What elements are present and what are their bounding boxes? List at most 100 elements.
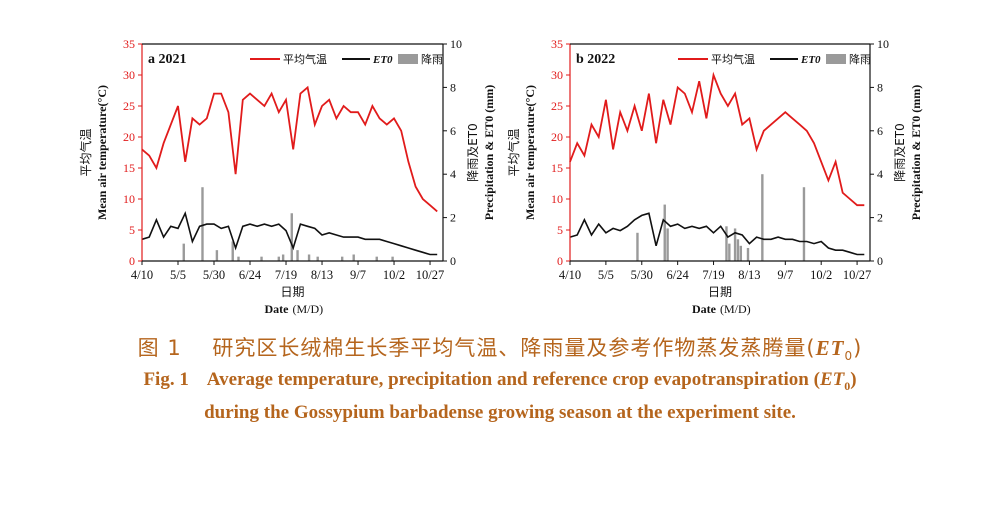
y-axis-left-label-cn: 平均气温 <box>78 128 93 176</box>
rain-bar <box>307 254 311 261</box>
right-tick-label: 2 <box>450 211 456 225</box>
right-tick-label: 8 <box>877 80 883 94</box>
rain-bar <box>739 245 743 261</box>
left-tick-label: 30 <box>551 68 563 82</box>
chart-panel-1: 0 5 10 15 20 25 30 35 0 2 4 6 8 10 4/10 5/5 5/30 6/24 7/19… <box>78 37 496 316</box>
left-tick-label: 0 <box>557 254 563 268</box>
chart-panel-2: 0 5 10 15 20 25 30 35 0 2 4 6 8 10 4/10 5/5 5/30 6/24 7/19… <box>506 37 923 316</box>
x-tick-label: 5/30 <box>631 268 653 282</box>
rain-bar <box>260 256 263 261</box>
et0-line <box>569 212 865 256</box>
legend-et0-label: ET0 <box>372 54 393 66</box>
right-tick-label: 2 <box>877 211 883 225</box>
caption-cn-paren-close: ) <box>853 336 863 360</box>
right-tick-label: 4 <box>450 167 456 181</box>
rain-bar <box>666 228 669 261</box>
rain-bar <box>316 256 319 261</box>
legend-temperature-label: 平均气温 <box>711 52 755 66</box>
rain-bar <box>352 254 355 261</box>
rain-bar <box>761 174 764 261</box>
x-tick-label: 9/7 <box>350 268 366 282</box>
left-tick-label: 20 <box>123 130 135 144</box>
left-tick-label: 35 <box>123 37 135 51</box>
rain-bar <box>296 250 299 261</box>
x-tick-label: 6/24 <box>667 268 690 282</box>
legend-rain-label: 降雨 <box>849 52 871 66</box>
right-tick-label: 10 <box>450 37 462 51</box>
rain-bar <box>182 243 185 261</box>
legend-rain-swatch <box>398 54 418 64</box>
legend-rain-label: 降雨 <box>421 52 443 66</box>
x-tick-label: 5/30 <box>203 268 225 282</box>
left-tick-label: 5 <box>557 223 563 237</box>
x-tick-label: 5/5 <box>598 268 614 282</box>
rain-bar <box>391 256 394 261</box>
y-axis-left-label-en: Mean air temperature(°C) <box>523 85 537 220</box>
x-tick-label: 8/13 <box>738 268 760 282</box>
rain-bar <box>663 204 666 261</box>
legend-rain-swatch <box>826 54 846 64</box>
x-axis-label-en: Date <box>265 302 290 316</box>
rain-bar <box>636 232 639 261</box>
rain-bar <box>201 187 204 261</box>
rain-bar <box>375 256 378 261</box>
right-tick-label: 6 <box>877 124 883 138</box>
caption-cn-subscript: 0 <box>844 349 854 364</box>
panel-label: a 2021 <box>148 52 187 67</box>
caption-cn-paren-open: ( <box>806 336 816 360</box>
caption-en-close: ) <box>850 369 857 390</box>
rain-bar <box>802 187 806 261</box>
right-tick-label: 10 <box>877 37 889 51</box>
temperature-line <box>569 71 865 207</box>
temperature-line <box>141 85 438 213</box>
x-tick-label: 6/24 <box>239 268 262 282</box>
y-axis-right-label-en: Precipitation & ET0 (mm) <box>482 85 496 220</box>
x-tick-label: 7/19 <box>702 268 724 282</box>
rain-bar <box>281 254 285 261</box>
right-tick-label: 0 <box>877 254 883 268</box>
legend-et0-label: ET0 <box>800 54 821 66</box>
left-tick-label: 25 <box>551 99 563 113</box>
left-tick-label: 20 <box>551 130 563 144</box>
rain-bar <box>728 243 731 261</box>
rain-bar <box>736 239 740 261</box>
x-tick-label: 10/27 <box>843 268 871 282</box>
x-axis-label-unit: (M/D) <box>720 302 751 316</box>
x-axis-label-unit: (M/D) <box>293 302 324 316</box>
rain-bar <box>237 256 240 261</box>
x-tick-label: 10/2 <box>810 268 832 282</box>
left-tick-label: 5 <box>129 223 135 237</box>
y-axis-right-label-cn: 降雨及ET0 <box>893 123 907 182</box>
left-tick-label: 25 <box>123 99 135 113</box>
left-tick-label: 10 <box>551 192 563 206</box>
right-tick-label: 4 <box>877 167 883 181</box>
caption-en-text: Average temperature, precipitation and r… <box>206 369 820 390</box>
rain-bar <box>746 247 750 261</box>
rain-bar <box>231 241 234 261</box>
caption-english-line2: during the Gossypium barbadense growing … <box>0 402 1000 424</box>
x-tick-label: 10/27 <box>416 268 444 282</box>
x-tick-label: 10/2 <box>383 268 405 282</box>
x-tick-label: 9/7 <box>777 268 793 282</box>
panel-label: b 2022 <box>576 52 615 67</box>
rain-bar <box>733 228 737 261</box>
left-tick-label: 35 <box>551 37 563 51</box>
caption-en-subscript: 0 <box>844 378 851 393</box>
caption-en-symbol: ET <box>819 369 845 390</box>
x-tick-label: 8/13 <box>311 268 333 282</box>
x-tick-label: 7/19 <box>275 268 297 282</box>
legend-temperature-label: 平均气温 <box>283 52 327 66</box>
caption-cn-text: 研究区长绒棉生长季平均气温、降雨量及参考作物蒸发蒸腾量 <box>212 336 807 360</box>
right-tick-label: 0 <box>450 254 456 268</box>
rain-bar <box>277 256 281 261</box>
left-tick-label: 15 <box>551 161 563 175</box>
right-tick-label: 6 <box>450 124 456 138</box>
rain-bar <box>215 250 219 261</box>
rain-bar <box>725 226 728 261</box>
rain-bar <box>340 256 344 261</box>
rain-bar <box>290 213 293 261</box>
y-axis-right-label-en: Precipitation & ET0 (mm) <box>909 85 923 220</box>
caption-cn-figure-number: 图 1 <box>137 336 182 360</box>
y-axis-right-label-cn: 降雨及ET0 <box>466 123 480 182</box>
